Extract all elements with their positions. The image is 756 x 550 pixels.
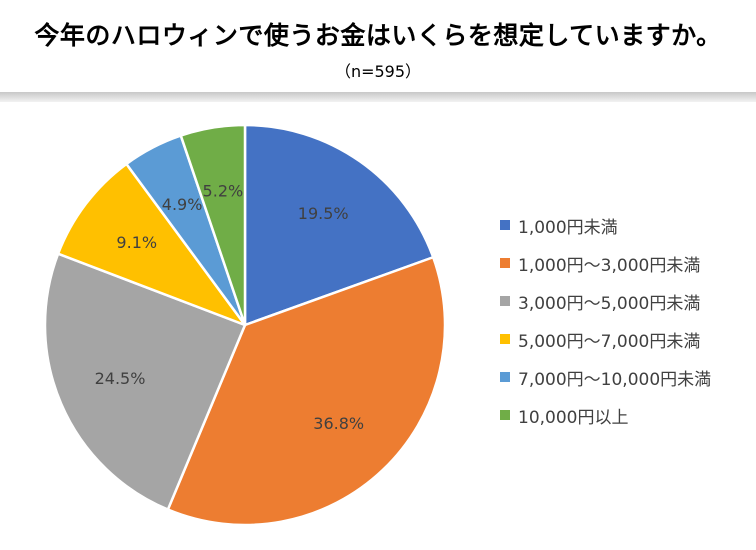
slice-label: 5.2% (203, 181, 244, 200)
legend-item: 1,000円～3,000円未満 (500, 244, 711, 282)
legend-label: 10,000円以上 (518, 407, 629, 428)
legend-swatch (500, 372, 510, 382)
slice-label: 19.5% (298, 204, 349, 223)
legend-swatch (500, 334, 510, 344)
slice-label: 36.8% (313, 414, 364, 433)
legend-swatch (500, 410, 510, 420)
pie-slice (166, 256, 447, 527)
legend-item: 10,000円以上 (500, 396, 711, 434)
legend-swatch (500, 220, 510, 230)
legend-item: 3,000円～5,000円未満 (500, 282, 711, 320)
pie-slice (43, 252, 247, 511)
chart-title: 今年のハロウィンで使うお金はいくらを想定していますか。 (34, 21, 722, 50)
legend-swatch (500, 296, 510, 306)
legend-swatch (500, 258, 510, 268)
pie-slice (56, 162, 247, 327)
slice-label: 24.5% (95, 369, 146, 388)
pie-slice (243, 123, 435, 327)
legend-item: 1,000円未満 (500, 206, 711, 244)
legend-label: 7,000円～10,000円未満 (518, 369, 712, 390)
title-divider (0, 92, 756, 102)
legend-label: 5,000円～7,000円未満 (518, 331, 701, 352)
legend-label: 1,000円未満 (518, 217, 618, 238)
legend-item: 5,000円～7,000円未満 (500, 320, 711, 358)
chart-legend: 1,000円未満 1,000円～3,000円未満 3,000円～5,000円未満 5,… (500, 206, 711, 434)
chart-subtitle: （n=595） (334, 62, 422, 81)
pie-slice (179, 123, 247, 327)
legend-label: 1,000円～3,000円未満 (518, 255, 701, 276)
slice-label: 4.9% (162, 195, 203, 214)
legend-label: 3,000円～5,000円未満 (518, 293, 701, 314)
slice-label: 9.1% (116, 233, 157, 252)
legend-item: 7,000円～10,000円未満 (500, 358, 711, 396)
